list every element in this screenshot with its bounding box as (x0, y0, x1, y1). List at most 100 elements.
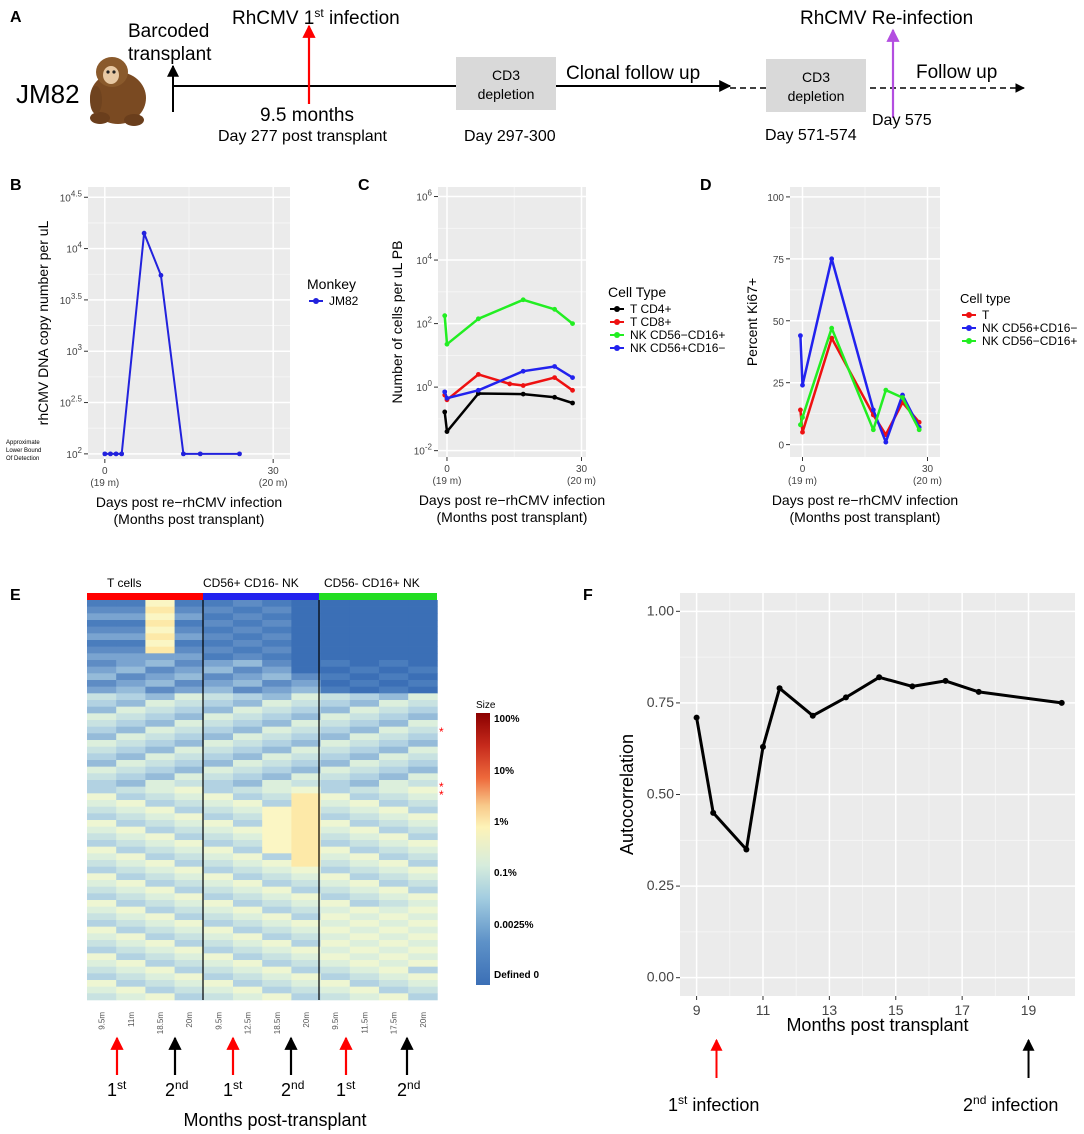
heatmap-cell (291, 993, 321, 1001)
heatmap-cell (233, 853, 263, 861)
heatmap-cell (379, 700, 409, 707)
heatmap-cell (145, 780, 175, 787)
heatmap-cell (145, 733, 175, 741)
heatmap-arrow-label-base: 1 (107, 1080, 117, 1100)
heatmap-cell (320, 906, 351, 914)
chart-c-legend-t-cd4--dot (614, 306, 620, 312)
heatmap-cell (174, 986, 205, 994)
heatmap-cell (349, 846, 380, 854)
heatmap-cell (291, 673, 321, 681)
heatmap-cell (291, 953, 321, 961)
heatmap-cell (262, 793, 292, 801)
heatmap-cell (145, 920, 175, 927)
heatmap-arrow-label-3: 1st (223, 1078, 243, 1100)
heatmap-cell (379, 826, 409, 834)
heatmap-cell (203, 693, 234, 701)
heatmap-cell (379, 773, 409, 781)
heatmap-cell (320, 806, 351, 814)
heatmap-cell (233, 866, 263, 874)
heatmap-cell (233, 846, 263, 854)
heatmap-cell (87, 673, 117, 681)
heatmap-cell (408, 700, 438, 707)
heatmap-cell (379, 860, 409, 867)
heatmap-cell (262, 746, 292, 754)
chart-b-xtick-sublabel: (19 m) (90, 478, 119, 489)
heatmap-cell (116, 713, 146, 721)
heatmap-cell (116, 733, 146, 741)
chart-c-ytick-label-base: 10 (414, 447, 426, 458)
heatmap-cell (87, 946, 117, 954)
chart-f-xtick-label: 13 (822, 1002, 838, 1018)
heatmap-cell (174, 806, 205, 814)
heatmap-cell (174, 860, 205, 867)
chart-c-ytick-label: 10-2 (414, 443, 433, 458)
heatmap-cell (349, 853, 380, 861)
chart-c-xtick-label: 30 (576, 464, 588, 475)
chart-f-annotation-1-label: 1st infection (668, 1093, 759, 1115)
heatmap-cell (174, 880, 205, 887)
heatmap-cell (116, 613, 146, 621)
heatmap-cell (379, 846, 409, 854)
heatmap-cell (145, 926, 175, 934)
heatmap-cell (408, 620, 438, 627)
heatmap-cell (203, 860, 234, 867)
heatmap-cell (320, 686, 351, 694)
heatmap-cell (174, 700, 205, 707)
heatmap-cell (349, 606, 380, 614)
heatmap-cell (116, 740, 146, 747)
heatmap-cell (349, 693, 380, 701)
heatmap-cell (116, 866, 146, 874)
heatmap-cell (174, 960, 205, 967)
chart-c-ytick-label: 104 (416, 252, 432, 267)
heatmap-cell (87, 646, 117, 654)
heatmap-cell (203, 953, 234, 961)
heatmap-cell (145, 940, 175, 947)
heatmap-cell (262, 860, 292, 867)
heatmap-cell (145, 873, 175, 881)
heatmap-cell (291, 666, 321, 674)
heatmap-cell (203, 753, 234, 761)
heatmap-cell (116, 720, 146, 727)
heatmap-cell (233, 960, 263, 967)
heatmap-cell (320, 846, 351, 854)
heatmap-cell (116, 933, 146, 941)
chart-b-ytick-label-base: 10 (66, 347, 78, 358)
heatmap-cell (349, 840, 380, 847)
heatmap-cell (408, 920, 438, 927)
chart-d-legend-t-dot (966, 312, 972, 318)
heatmap-col-label: 9.5m (214, 1012, 223, 1030)
day277-label: Day 277 post transplant (218, 128, 388, 145)
heatmap-cell (408, 640, 438, 647)
heatmap-cell (203, 966, 234, 974)
heatmap-cell (262, 926, 292, 934)
heatmap-cell (87, 846, 117, 854)
heatmap-cell (349, 806, 380, 814)
chart-d-ytick-label: 75 (773, 255, 785, 266)
heatmap-cell (408, 833, 438, 841)
heatmap-cell (203, 926, 234, 934)
heatmap-cell (145, 753, 175, 761)
chart-c-ytick-label-exp: -2 (425, 443, 433, 452)
heatmap-cell (116, 973, 146, 981)
heatmap-cell (291, 720, 321, 727)
heatmap-cell (291, 966, 321, 974)
heatmap-cell (262, 680, 292, 687)
heatmap-cell (116, 813, 146, 821)
heatmap-cell (145, 686, 175, 694)
chart-d-series-nk-cd56-cd16--point (800, 414, 805, 420)
heatmap-cell (262, 786, 292, 794)
heatmap-cell (174, 726, 205, 734)
heatmap-cell (262, 960, 292, 967)
heatmap-cell (87, 933, 117, 941)
heatmap-cell (379, 600, 409, 607)
heatmap-cell (145, 820, 175, 827)
heatmap-cell (262, 733, 292, 741)
heatmap-cell (174, 606, 205, 614)
heatmap-cell (291, 893, 321, 901)
heatmap-cell (349, 626, 380, 634)
heatmap-cell (233, 640, 263, 647)
heatmap-cell (320, 953, 351, 961)
heatmap-cell (262, 813, 292, 821)
highlight-star-1: * (439, 725, 444, 739)
heatmap-cell (408, 646, 438, 654)
